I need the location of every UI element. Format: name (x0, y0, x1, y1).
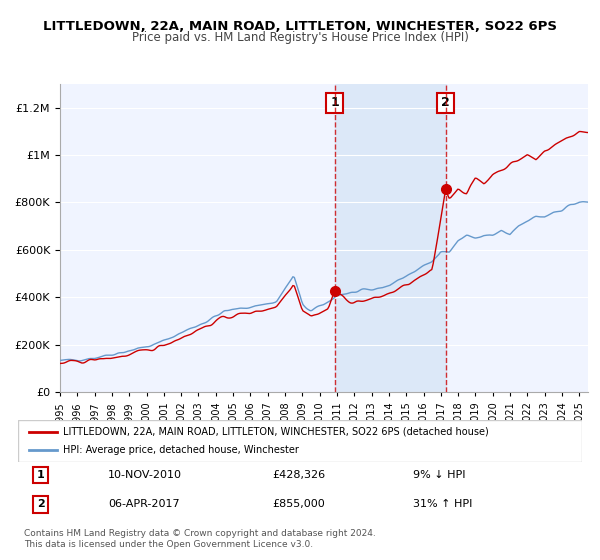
Text: LITTLEDOWN, 22A, MAIN ROAD, LITTLETON, WINCHESTER, SO22 6PS (detached house): LITTLEDOWN, 22A, MAIN ROAD, LITTLETON, W… (63, 427, 489, 437)
Text: 1: 1 (330, 96, 339, 109)
Text: 1: 1 (37, 470, 44, 480)
Bar (335, 84, 446, 392)
Text: 2: 2 (441, 96, 450, 109)
Text: Contains HM Land Registry data © Crown copyright and database right 2024.
This d: Contains HM Land Registry data © Crown c… (24, 529, 376, 549)
Text: 31% ↑ HPI: 31% ↑ HPI (413, 500, 472, 510)
Text: 06-APR-2017: 06-APR-2017 (108, 500, 180, 510)
Text: £428,326: £428,326 (272, 470, 325, 480)
Text: £855,000: £855,000 (272, 500, 325, 510)
Text: 10-NOV-2010: 10-NOV-2010 (108, 470, 182, 480)
Text: 9% ↓ HPI: 9% ↓ HPI (413, 470, 466, 480)
Text: LITTLEDOWN, 22A, MAIN ROAD, LITTLETON, WINCHESTER, SO22 6PS: LITTLEDOWN, 22A, MAIN ROAD, LITTLETON, W… (43, 20, 557, 32)
Text: HPI: Average price, detached house, Winchester: HPI: Average price, detached house, Winc… (63, 445, 299, 455)
Text: 2: 2 (37, 500, 44, 510)
Text: Price paid vs. HM Land Registry's House Price Index (HPI): Price paid vs. HM Land Registry's House … (131, 31, 469, 44)
FancyBboxPatch shape (18, 420, 582, 462)
